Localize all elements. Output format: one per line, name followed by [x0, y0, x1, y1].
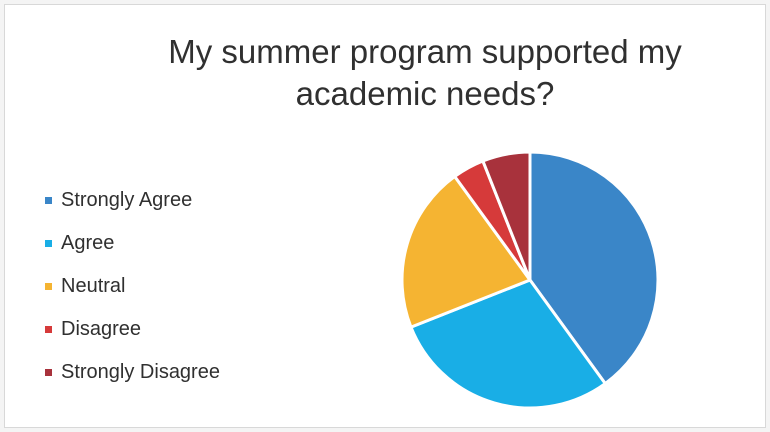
legend-item: Strongly Agree — [45, 179, 220, 222]
pie-slice-strongly-disagree — [481, 150, 532, 282]
legend-item: Strongly Disagree — [45, 351, 220, 394]
legend-item: Neutral — [45, 265, 220, 308]
legend-item: Disagree — [45, 308, 220, 351]
pie-slice-strongly-agree — [528, 150, 660, 386]
pie-slice-agree — [409, 278, 607, 410]
legend-label: Disagree — [61, 318, 142, 340]
legend-swatch-strongly-agree — [45, 197, 52, 204]
chart-title: My summer program supported my academic … — [168, 33, 682, 112]
pie-chart — [400, 150, 660, 410]
legend-label: Agree — [61, 232, 115, 254]
legend-item: Agree — [45, 222, 220, 265]
legend-swatch-neutral — [45, 283, 52, 290]
legend-swatch-agree — [45, 240, 52, 247]
legend-label: Strongly Agree — [61, 189, 193, 211]
pie-slice-neutral — [400, 174, 532, 329]
slide: My summer program supported my academic … — [4, 4, 766, 428]
legend-label: Strongly Disagree — [61, 361, 220, 383]
chart-legend: Strongly Agree Agree Neutral Disagree St… — [45, 179, 220, 394]
legend-label: Neutral — [61, 275, 126, 297]
legend-swatch-disagree — [45, 326, 52, 333]
legend-swatch-strongly-disagree — [45, 369, 52, 376]
